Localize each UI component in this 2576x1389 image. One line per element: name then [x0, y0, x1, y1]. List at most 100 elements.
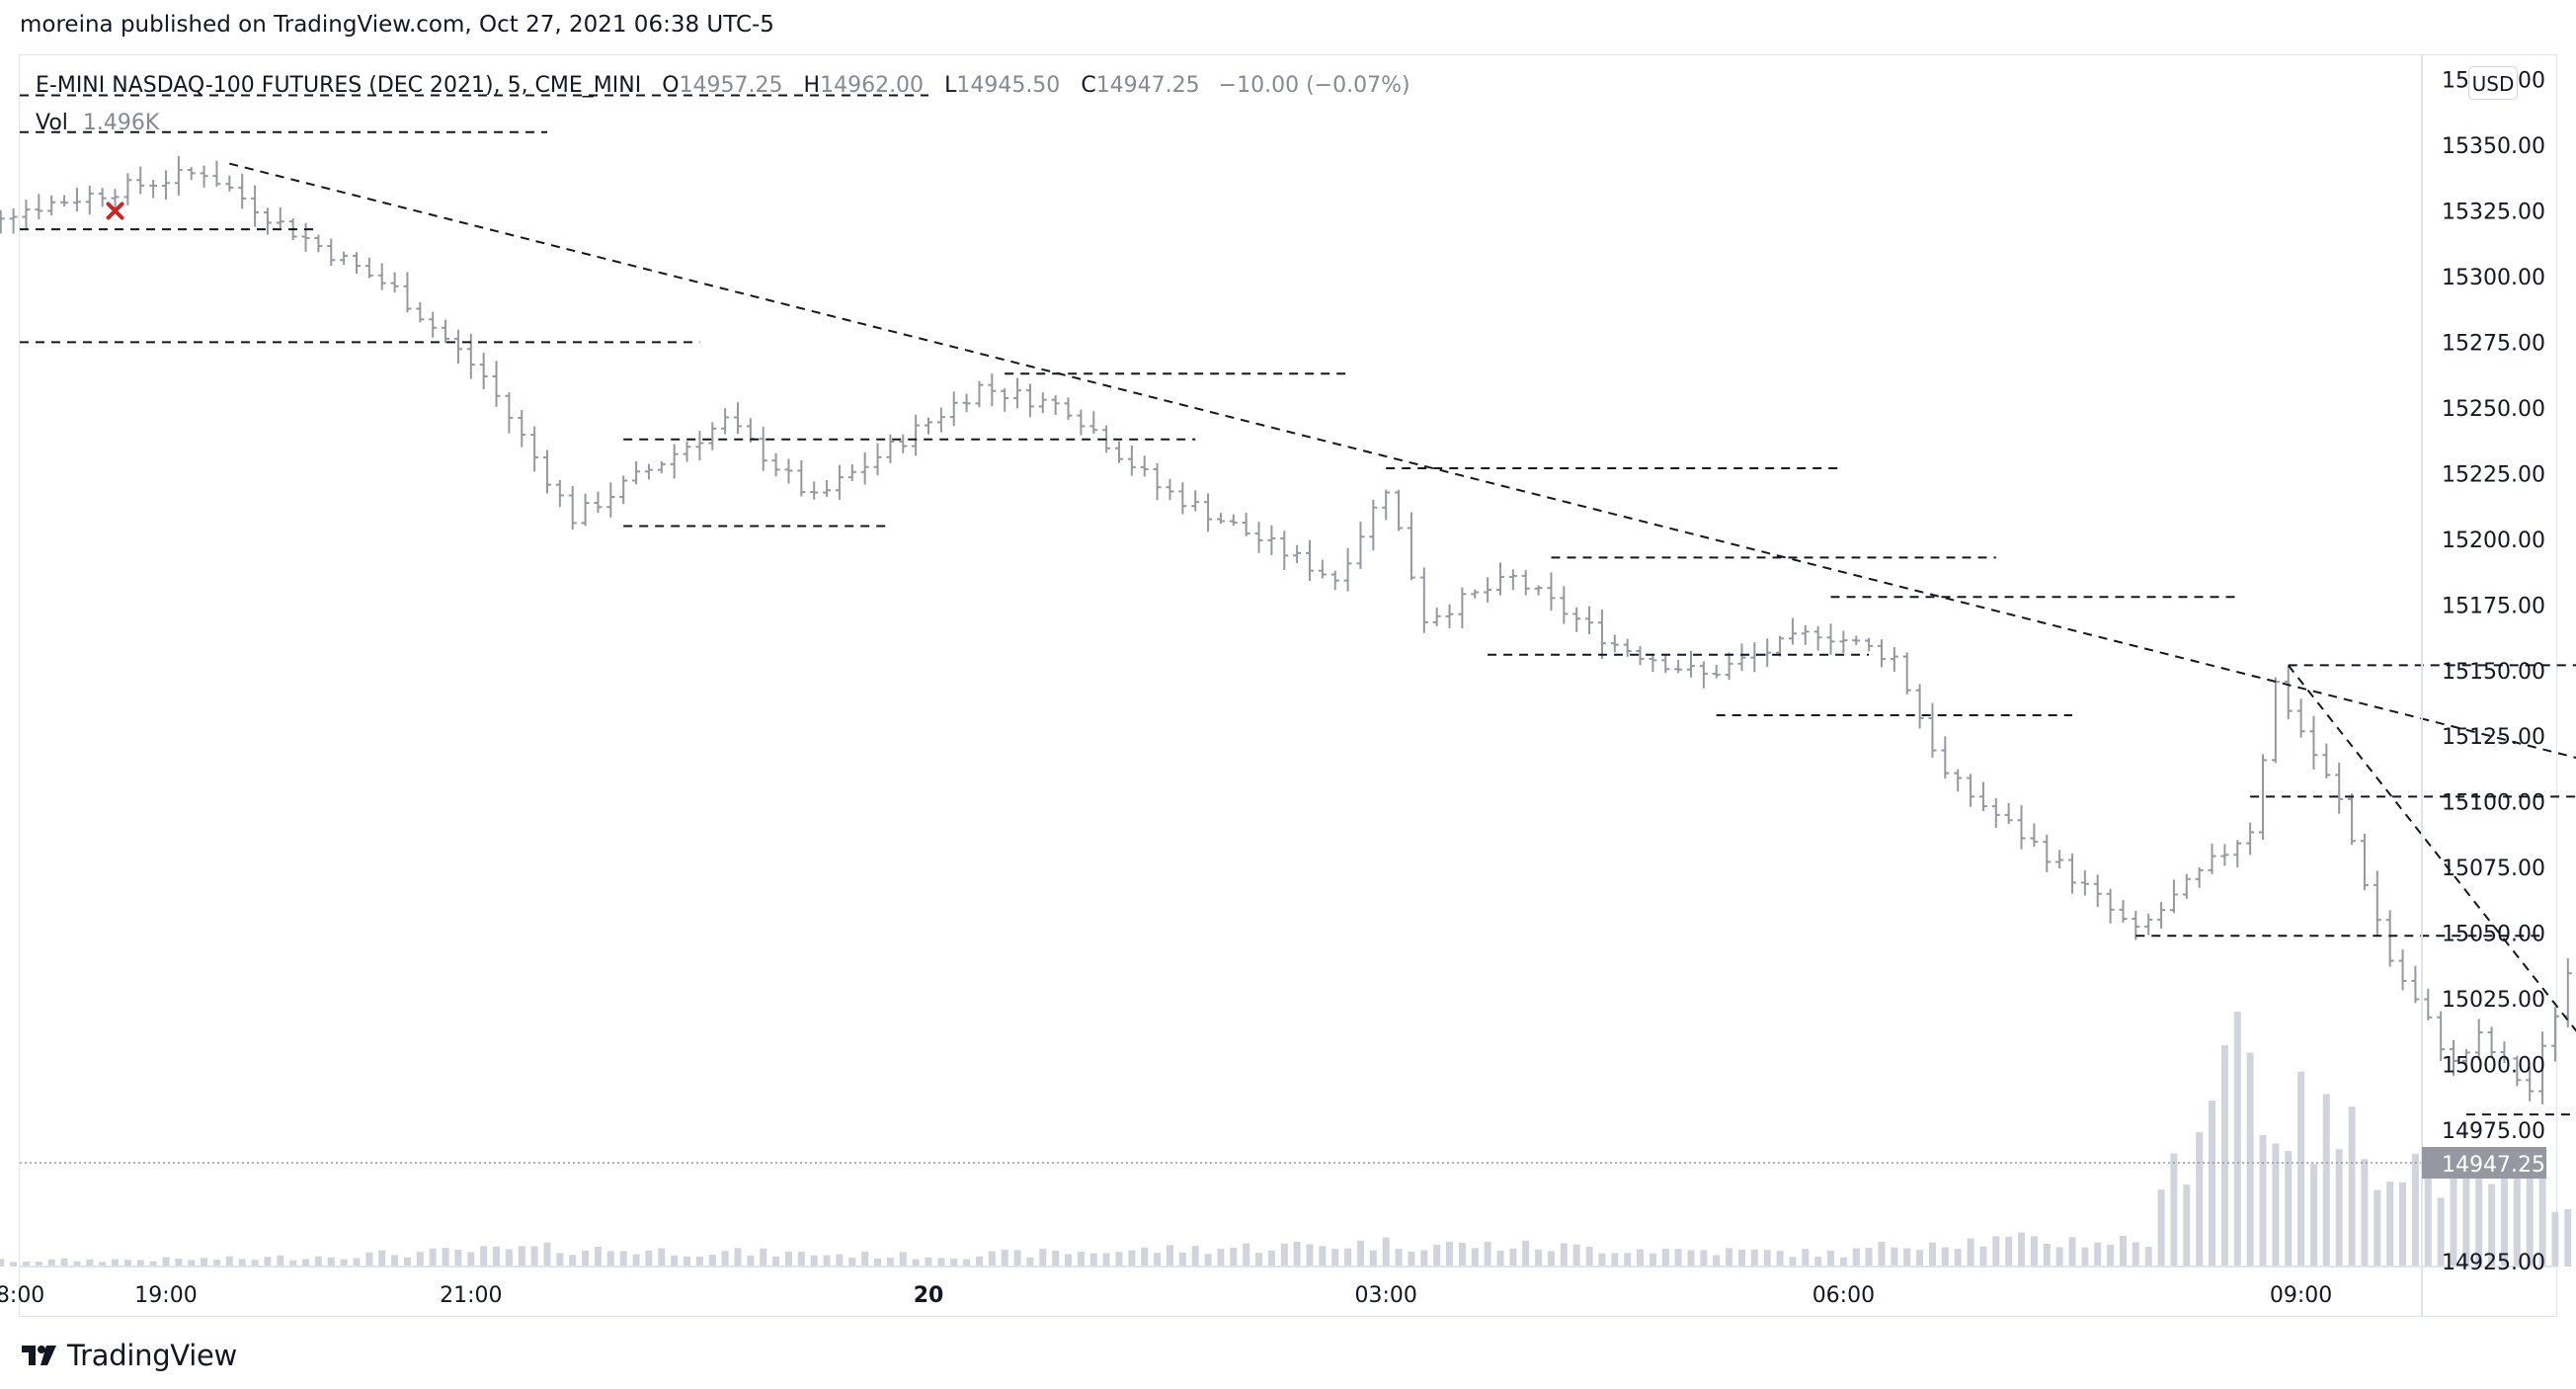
ohlc-bar	[1915, 684, 1924, 729]
ohlc-bar	[72, 187, 81, 212]
volume-bar	[848, 1258, 856, 1266]
volume-bar	[2361, 1159, 2369, 1266]
legend-high: 14962.00	[820, 73, 925, 98]
ohlc-bar	[581, 493, 590, 527]
price-tick-3: 15300.00	[2442, 266, 2545, 290]
legend-vol-label: Vol	[36, 111, 68, 135]
ohlc-bar	[708, 422, 717, 450]
volume-bar	[1280, 1243, 1288, 1266]
ohlc-bar	[860, 451, 869, 485]
volume-bar	[1089, 1253, 1097, 1266]
volume-bar	[2437, 1197, 2445, 1266]
volume-bar	[1941, 1247, 1949, 1266]
ohlc-bar	[2195, 866, 2204, 888]
volume-bar	[695, 1257, 703, 1266]
price-axis: 15375.0015350.0015325.0015300.0015275.00…	[2442, 69, 2545, 1276]
volume-bar	[1167, 1245, 1173, 1266]
ohlc-bar	[85, 185, 94, 215]
price-tick-4: 15275.00	[2442, 331, 2545, 356]
volume-bar	[1052, 1251, 1060, 1266]
ohlc-bar	[2450, 1039, 2457, 1077]
ohlc-bar	[1229, 514, 1238, 526]
volume-bar	[518, 1246, 525, 1266]
volume-bar	[2170, 1153, 2178, 1266]
volume-bar	[1077, 1252, 1085, 1266]
volume-bar	[493, 1246, 500, 1266]
ohlc-bar	[606, 482, 615, 518]
volume-bar	[658, 1248, 666, 1266]
volume-bar	[1839, 1257, 1847, 1266]
volume-bar	[1992, 1236, 2000, 1266]
volume-bar	[112, 1259, 119, 1266]
volume-bar	[1572, 1244, 1580, 1266]
volume-bar	[569, 1255, 577, 1266]
volume-bar	[264, 1257, 272, 1266]
volume-bar	[23, 1262, 30, 1266]
volume-bar	[2424, 1160, 2432, 1266]
volume-bar	[1065, 1254, 1072, 1266]
volume-bar	[454, 1250, 462, 1266]
volume-bar	[823, 1255, 831, 1266]
ohlc-bar	[200, 165, 208, 188]
ohlc-bar	[492, 361, 501, 407]
volume-bar	[136, 1260, 144, 1266]
ohlc-bar	[1001, 388, 1009, 412]
ohlc-bar	[1978, 781, 1987, 812]
ohlc-bar	[1865, 637, 1874, 652]
time-tick-5: 09:00	[2270, 1283, 2332, 1308]
legend-open: 14957.25	[679, 73, 783, 98]
volume-bar	[1738, 1250, 1745, 1266]
volume-bar	[2209, 1101, 2215, 1266]
volume-bar	[760, 1248, 767, 1266]
ohlc-bar	[1191, 490, 1200, 512]
currency-button[interactable]: USD	[2468, 66, 2518, 100]
volume-bar	[2310, 1164, 2317, 1266]
volume-bar	[1763, 1250, 1771, 1266]
ohlc-bar	[2017, 805, 2026, 850]
ohlc-bar	[2208, 843, 2216, 874]
volume-bar	[2564, 1209, 2572, 1266]
ohlc-bar	[810, 481, 819, 500]
ohlc-bar	[1484, 577, 1492, 603]
ohlc-bar	[1471, 589, 1480, 599]
price-tick-13: 15050.00	[2442, 923, 2545, 947]
volume-bar	[606, 1251, 614, 1266]
ohlc-bar	[670, 444, 679, 479]
volume-bar	[1687, 1250, 1695, 1266]
ohlc-bar	[0, 209, 5, 234]
volume-bar	[1560, 1243, 1568, 1266]
volume-bar	[645, 1250, 653, 1266]
volume-bar	[1293, 1241, 1301, 1266]
legend-change: −10.00 (−0.07%)	[1218, 73, 1410, 98]
ohlc-bar	[2296, 698, 2305, 738]
volume-bar	[2220, 1045, 2228, 1266]
ohlc-bar	[1890, 647, 1898, 672]
ohlc-bar	[2322, 743, 2331, 778]
volume-bar	[912, 1259, 920, 1266]
volume-bar	[2043, 1244, 2051, 1266]
ohlc-bar	[1419, 567, 1428, 633]
trend-line-0[interactable]	[229, 162, 2576, 837]
volume-bar	[836, 1254, 844, 1266]
volume-bar	[1624, 1253, 1632, 1266]
volume-bar	[899, 1252, 907, 1266]
volume-bar	[1446, 1242, 1453, 1266]
ohlc-bar	[2080, 869, 2089, 896]
ohlc-bar	[1127, 446, 1136, 476]
volume-bar	[213, 1260, 220, 1266]
volume-bar	[632, 1254, 640, 1266]
ohlc-bar	[1623, 638, 1632, 657]
volume-bar	[2513, 1159, 2521, 1266]
volume-bar	[797, 1252, 805, 1266]
volume-bar	[1548, 1251, 1555, 1266]
volume-bar	[2196, 1132, 2204, 1266]
volume-bar	[2068, 1237, 2076, 1266]
ohlc-bar	[1166, 478, 1174, 501]
volume-bar	[1204, 1254, 1212, 1266]
volume-bar	[1954, 1249, 1962, 1266]
volume-bar	[1217, 1249, 1225, 1266]
ohlc-bar	[949, 391, 958, 427]
ohlc-bar	[238, 173, 247, 209]
volume-bar	[86, 1259, 94, 1266]
